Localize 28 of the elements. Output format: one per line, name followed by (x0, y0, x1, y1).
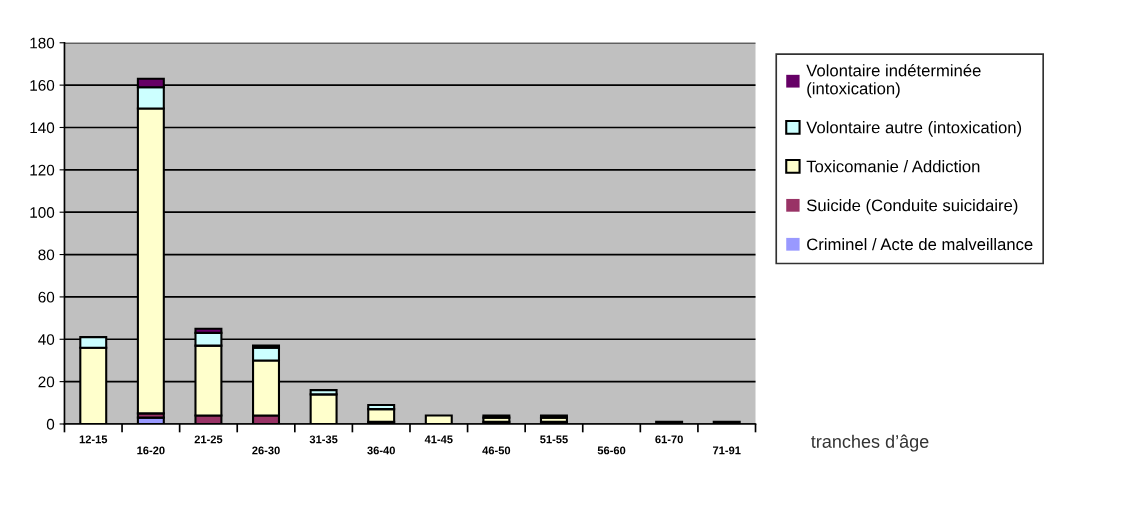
x-tick-label: 21-25 (194, 435, 223, 444)
y-tick-label: 180 (30, 37, 55, 49)
legend-label: Volontaire autre (intoxication) (806, 121, 1022, 137)
x-tick-label: 46-50 (482, 446, 511, 455)
y-tick-label: 0 (46, 418, 55, 430)
x-tick-label: 12-15 (79, 435, 108, 444)
y-tick-label: 140 (30, 122, 55, 134)
y-tick-label: 120 (30, 164, 55, 176)
x-tick-label: 41-45 (424, 435, 453, 444)
legend-label: Suicide (Conduite suicidaire) (807, 199, 1018, 215)
x-tick-label: 56-60 (597, 446, 626, 455)
y-tick-label: 40 (38, 334, 55, 345)
x-tick-label: 36-40 (367, 446, 395, 455)
x-tick-label: 31-35 (309, 435, 338, 444)
y-tick-label: 20 (38, 376, 55, 388)
x-axis-title: tranches d’âge (811, 434, 929, 452)
y-tick-label: 80 (38, 249, 55, 261)
x-tick-label: 71-91 (712, 446, 741, 455)
x-tick-label: 16-20 (137, 446, 165, 455)
y-tick-label: 100 (30, 207, 55, 218)
legend-label: Criminel / Acte de malveillance (807, 237, 1033, 251)
x-tick-label: 51-55 (540, 435, 568, 444)
legend-label: Volontaire indéterminée (intoxication) (806, 64, 981, 98)
x-tick-label: 26-30 (252, 446, 280, 455)
y-tick-label: 160 (30, 79, 55, 91)
x-tick-label: 61-70 (655, 435, 683, 444)
legend-label: Toxicomanie / Addiction (806, 160, 980, 173)
y-tick-label: 60 (38, 291, 55, 303)
